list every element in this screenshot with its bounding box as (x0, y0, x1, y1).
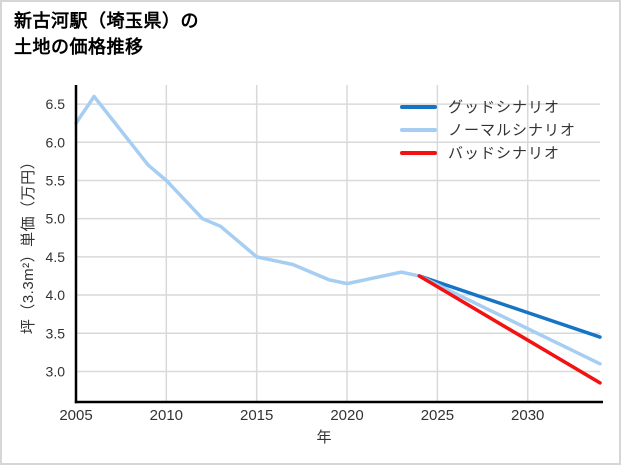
y-tick-label: 3.5 (46, 325, 66, 341)
x-axis-label: 年 (316, 429, 331, 446)
x-tick-label: 2005 (59, 407, 92, 424)
y-tick-label: 3.0 (46, 363, 66, 379)
x-tick-label: 2020 (330, 407, 363, 424)
chart-legend: グッドシナリオ ノーマルシナリオ バッドシナリオ (400, 98, 576, 167)
legend-item-good-scenario: グッドシナリオ (400, 98, 576, 116)
series-line-historical (74, 94, 422, 286)
y-tick-label: 6.0 (46, 134, 66, 150)
series-line-good (417, 274, 602, 339)
legend-label-good-scenario: グッドシナリオ (448, 99, 561, 116)
y-tick-label: 4.5 (46, 249, 66, 265)
page-title: 新古河駅（埼玉県）の 土地の価格推移 (14, 8, 199, 60)
legend-label-bad-scenario: バッドシナリオ (448, 145, 561, 162)
x-tick-label: 2015 (240, 407, 273, 424)
y-axis-label: 坪（3.3m²）単価（万円） (20, 154, 37, 334)
bad-scenario-line-swatch (400, 150, 437, 155)
y-tick-label: 5.0 (46, 211, 66, 227)
x-tick-label: 2025 (421, 407, 454, 424)
series-line-bad (417, 274, 602, 385)
y-tick-label: 4.0 (46, 287, 66, 303)
chart-title-line2: 土地の価格推移 (14, 37, 144, 57)
legend-label-normal-scenario: ノーマルシナリオ (448, 122, 577, 139)
good-scenario-line-swatch (400, 104, 437, 109)
y-tick-label: 5.5 (46, 172, 66, 188)
normal-scenario-line-swatch (400, 127, 437, 132)
x-tick-label: 2010 (150, 407, 183, 424)
y-tick-label: 6.5 (46, 96, 66, 112)
legend-item-normal-scenario: ノーマルシナリオ (400, 121, 577, 139)
series-line-normal (417, 274, 602, 366)
x-tick-label: 2030 (511, 407, 544, 424)
legend-item-bad-scenario: バッドシナリオ (400, 144, 576, 162)
chart-title-line1: 新古河駅（埼玉県）の (14, 11, 199, 31)
